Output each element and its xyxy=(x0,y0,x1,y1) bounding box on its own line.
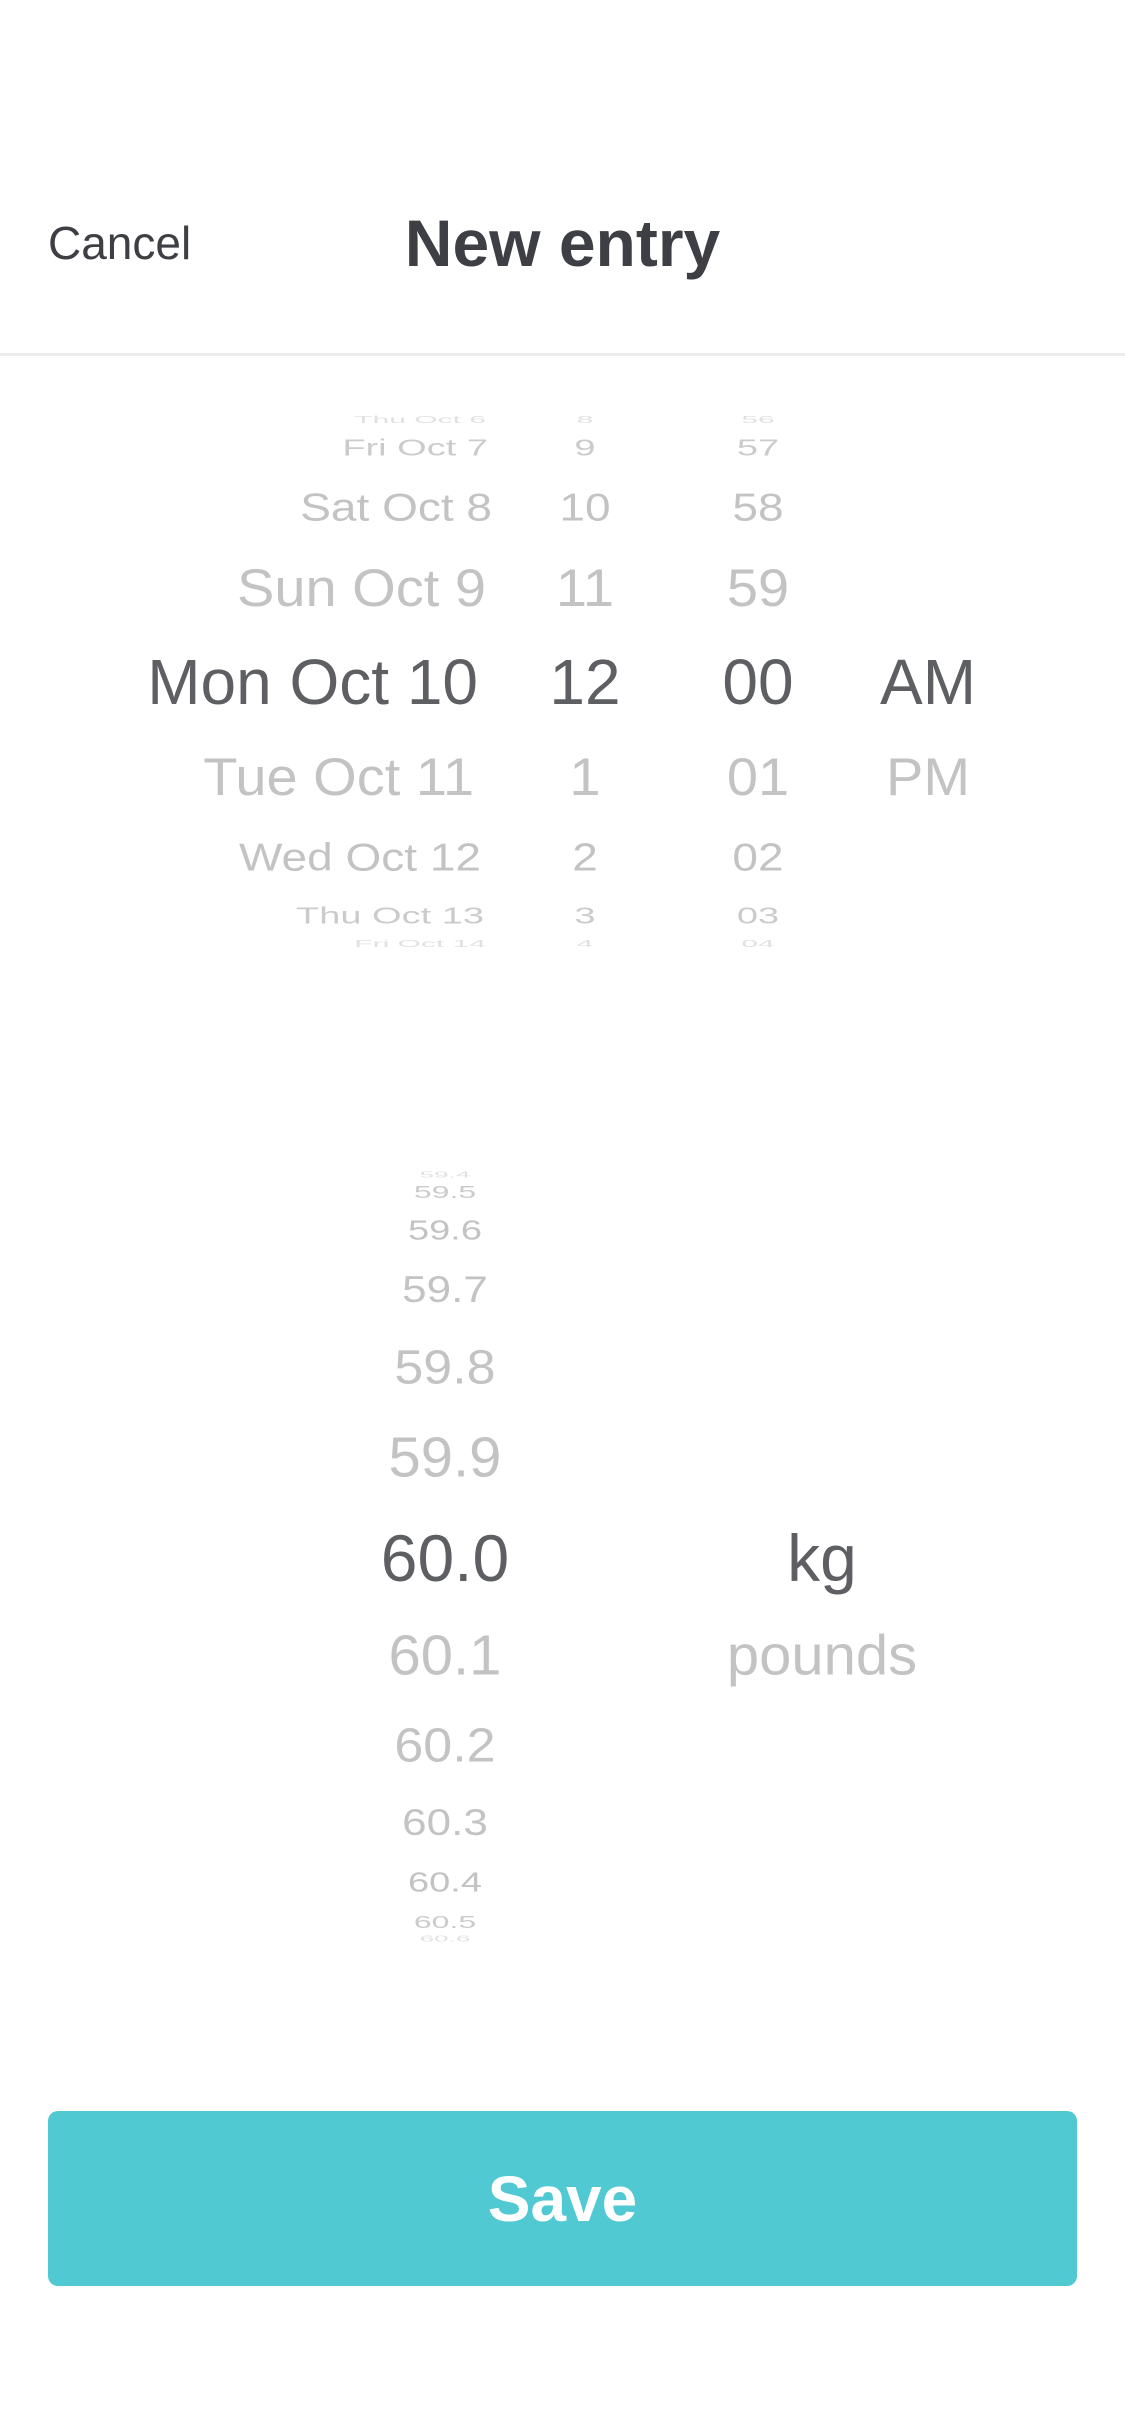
weight-option[interactable]: 59.4 xyxy=(419,1170,471,1180)
minute-option[interactable]: 01 xyxy=(726,746,790,807)
day-option[interactable]: Thu Oct 13 xyxy=(296,902,484,930)
weight-option[interactable]: 60.6 xyxy=(419,1934,471,1944)
minute-option[interactable]: 59 xyxy=(726,557,790,618)
weight-option[interactable]: 59.9 xyxy=(388,1425,502,1490)
hour-option[interactable]: 11 xyxy=(555,557,615,618)
minute-option[interactable]: 58 xyxy=(732,484,784,530)
day-option[interactable]: Fri Oct 14 xyxy=(354,938,486,950)
weight-option[interactable]: 60.1 xyxy=(388,1623,502,1688)
minute-option[interactable]: 02 xyxy=(732,834,784,880)
weight-option[interactable]: 60.3 xyxy=(402,1801,488,1844)
weight-option[interactable]: 59.8 xyxy=(394,1341,496,1395)
day-option[interactable]: Fri Oct 7 xyxy=(342,434,488,462)
minute-option[interactable]: 00 xyxy=(722,646,794,718)
day-option[interactable]: Thu Oct 6 xyxy=(354,414,486,426)
period-option[interactable]: PM xyxy=(886,746,970,807)
hour-option[interactable]: 3 xyxy=(574,902,596,930)
weight-option[interactable]: 59.7 xyxy=(402,1268,488,1311)
hour-option[interactable]: 9 xyxy=(574,434,596,462)
weight-option[interactable]: 59.5 xyxy=(413,1182,477,1202)
hour-option[interactable]: 12 xyxy=(549,646,621,718)
weight-picker[interactable]: 59.4 59.5 59.6 59.7 59.8 59.9 60.0 60.1 60.2 60.3… xyxy=(0,1165,1125,1945)
datetime-picker[interactable]: Thu Oct 6 Fri Oct 7 Sat Oct 8 Sun Oct 9 Mon … xyxy=(0,410,1125,950)
weight-option[interactable]: 60.2 xyxy=(394,1719,496,1773)
hour-option[interactable]: 10 xyxy=(559,484,611,530)
page-title: New entry xyxy=(404,206,721,280)
weight-option[interactable]: 60.5 xyxy=(413,1912,477,1932)
minute-option[interactable]: 56 xyxy=(741,414,775,426)
hour-option[interactable]: 4 xyxy=(576,938,594,950)
minute-option[interactable]: 57 xyxy=(736,434,780,462)
unit-option[interactable]: kg xyxy=(787,1521,857,1595)
hour-option[interactable]: 1 xyxy=(569,746,601,807)
cancel-button[interactable]: Cancel xyxy=(48,217,192,269)
day-option[interactable]: Wed Oct 12 xyxy=(238,834,481,880)
day-option[interactable]: Sat Oct 8 xyxy=(300,484,492,530)
weight-option[interactable]: 60.0 xyxy=(380,1521,510,1595)
unit-option[interactable]: pounds xyxy=(726,1623,918,1688)
save-button[interactable]: Save xyxy=(48,2111,1077,2286)
weight-option[interactable]: 60.4 xyxy=(408,1867,482,1899)
minute-option[interactable]: 04 xyxy=(741,938,775,950)
hour-option[interactable]: 2 xyxy=(572,834,598,880)
minute-option[interactable]: 03 xyxy=(736,902,780,930)
header: Cancel New entry xyxy=(0,0,1125,356)
day-option[interactable]: Mon Oct 10 xyxy=(147,646,478,718)
day-option[interactable]: Tue Oct 11 xyxy=(203,746,474,807)
weight-option[interactable]: 59.6 xyxy=(408,1215,482,1247)
day-option[interactable]: Sun Oct 9 xyxy=(236,557,486,618)
period-option[interactable]: AM xyxy=(880,646,976,718)
hour-option[interactable]: 8 xyxy=(576,414,594,426)
